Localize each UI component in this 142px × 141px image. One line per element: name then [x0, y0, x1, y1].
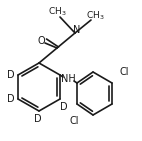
Text: D: D — [60, 102, 68, 112]
Text: CH$_3$: CH$_3$ — [48, 6, 66, 18]
Text: Cl: Cl — [70, 116, 80, 126]
Text: N: N — [73, 25, 81, 35]
Text: D: D — [7, 94, 15, 104]
Text: O: O — [37, 36, 45, 46]
Text: D: D — [7, 70, 15, 80]
Text: CH$_3$: CH$_3$ — [86, 10, 104, 22]
Text: NH: NH — [61, 74, 75, 84]
Text: D: D — [34, 114, 42, 124]
Text: Cl: Cl — [120, 67, 130, 77]
